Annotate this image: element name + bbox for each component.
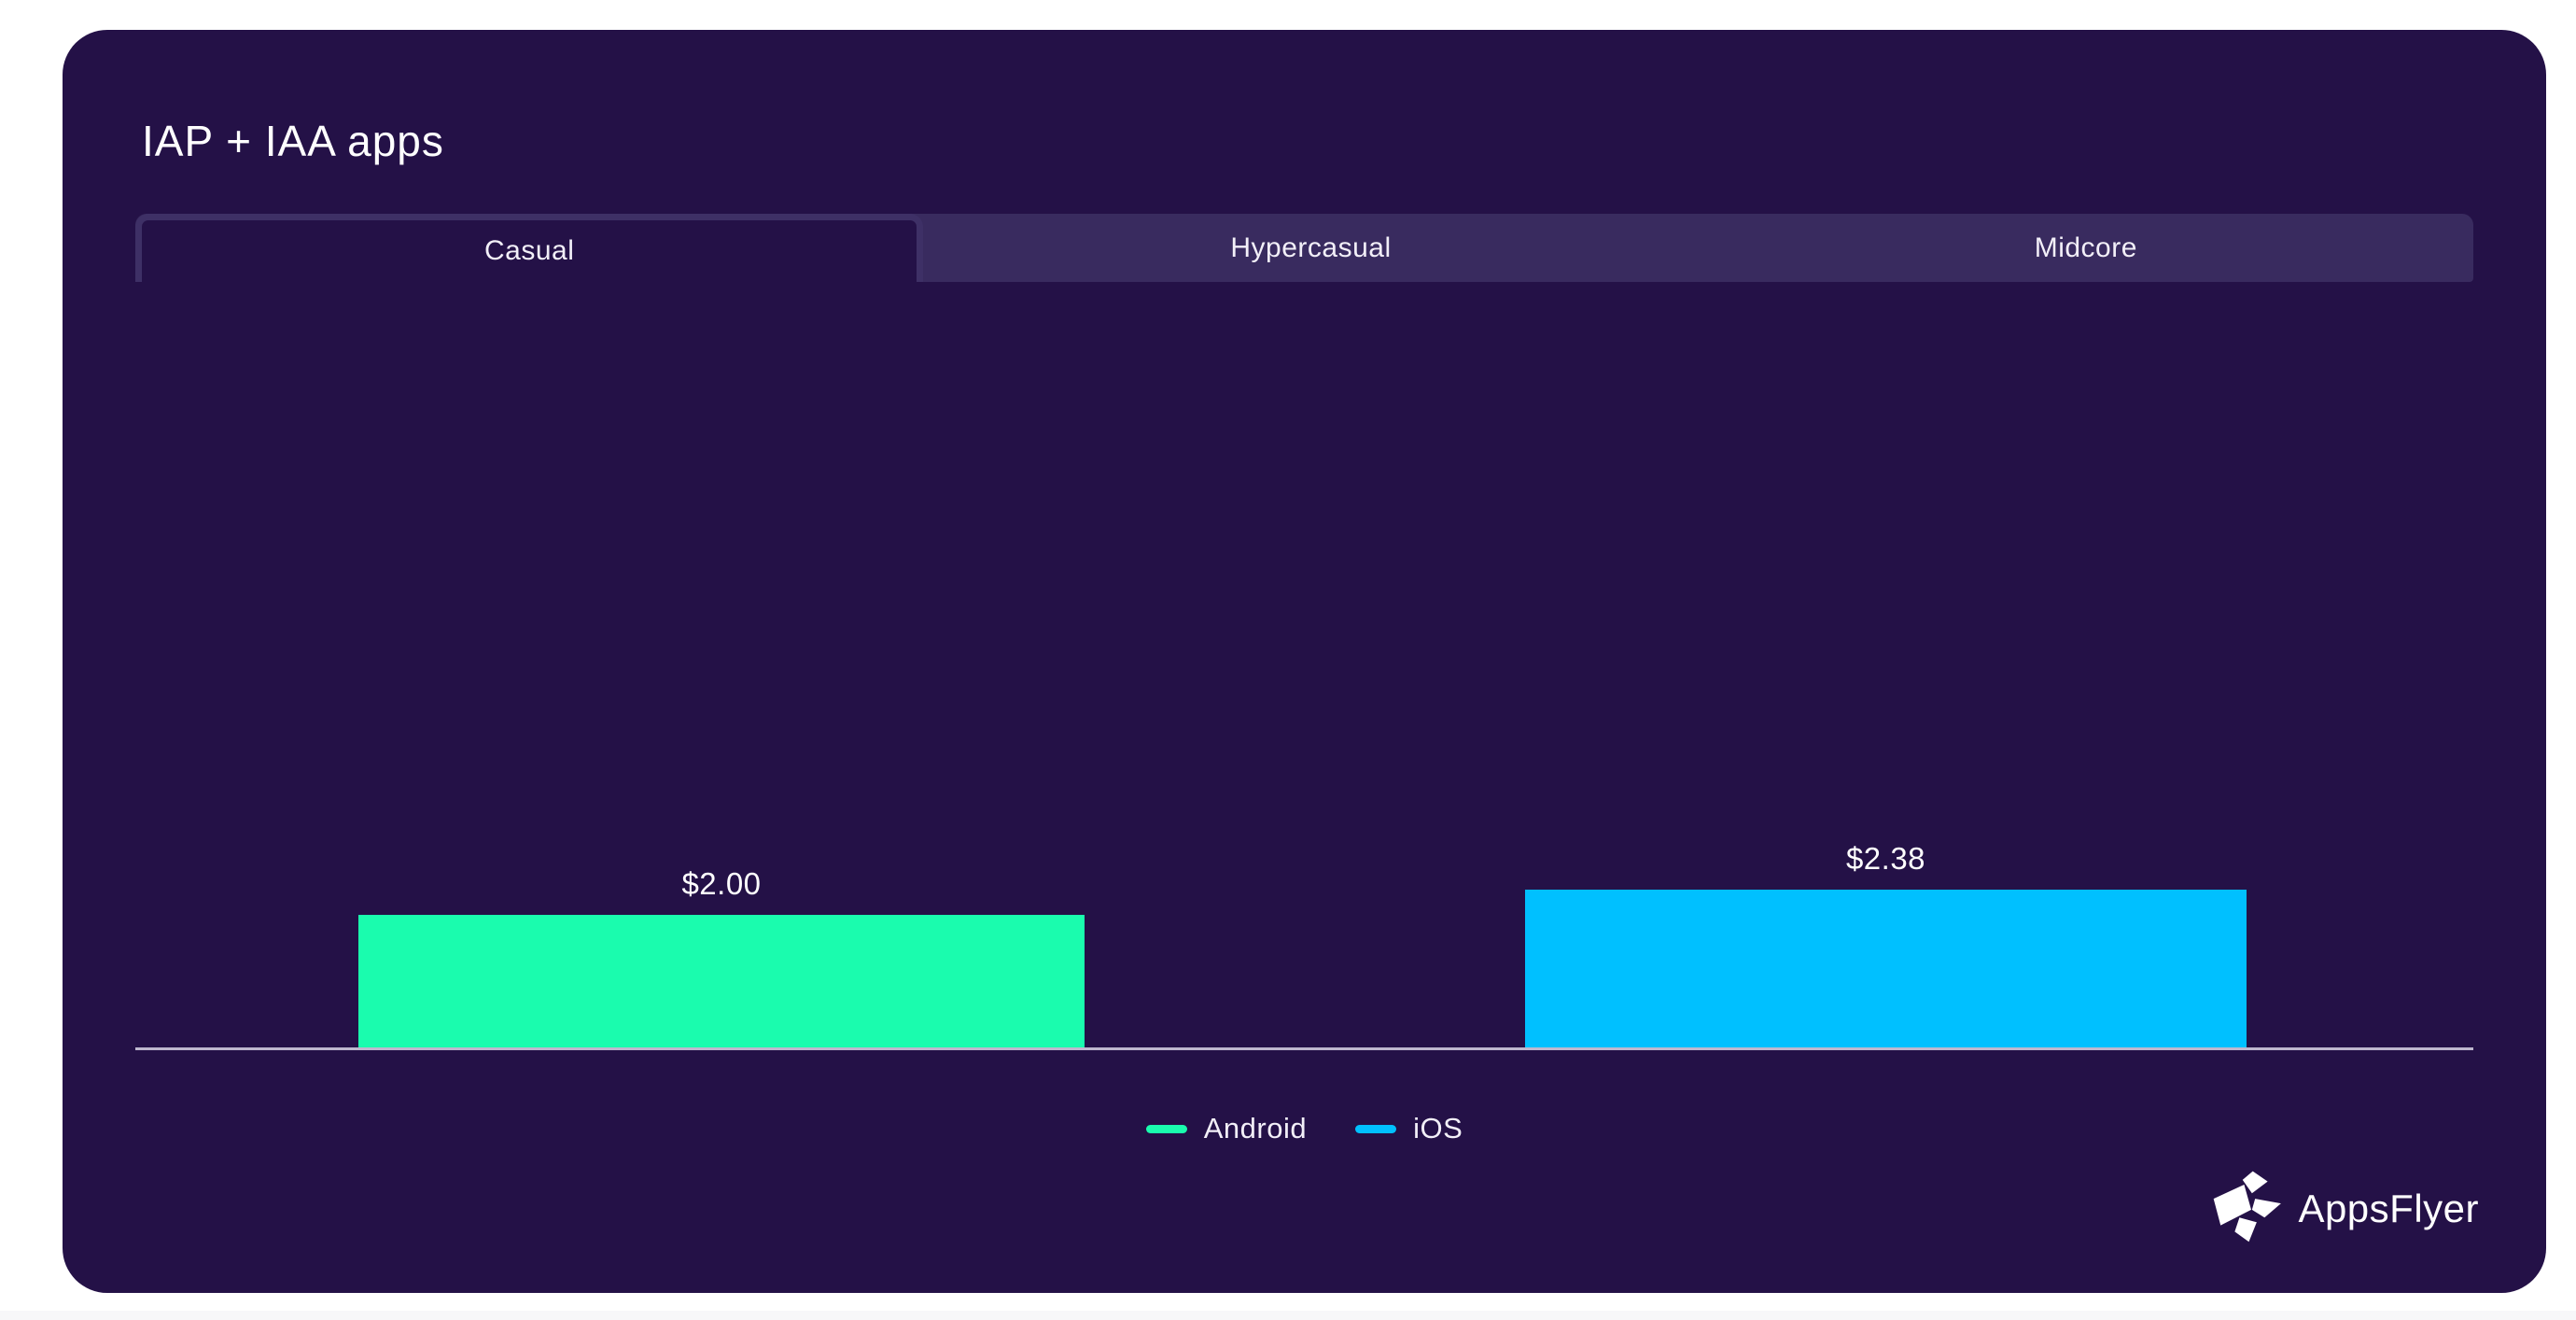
legend-label-android: Android — [1203, 1112, 1308, 1144]
tab-casual-label: Casual — [483, 235, 575, 266]
page-title: IAP + IAA apps — [142, 117, 444, 165]
bar-value-ios: $2.38 — [1845, 841, 1926, 876]
legend: Android iOS — [135, 1108, 2473, 1149]
bar-android[interactable] — [358, 915, 1085, 1047]
legend-item-android[interactable]: Android — [1145, 1112, 1308, 1145]
bar-group-android: $2.00 — [358, 866, 1085, 1047]
tab-midcore-label: Midcore — [2034, 232, 2137, 263]
tab-hypercasual[interactable]: Hypercasual — [923, 214, 1698, 282]
ios-swatch-icon — [1355, 1124, 1397, 1133]
appsflyer-logo: AppsFlyer — [2212, 1170, 2479, 1248]
tab-bar: Casual Hypercasual Midcore — [135, 214, 2473, 282]
bar-ios[interactable] — [1525, 890, 2247, 1047]
appsflyer-wordmark: AppsFlyer — [2298, 1187, 2479, 1230]
bar-chart: $2.00 $2.38 — [135, 282, 2473, 1050]
tab-midcore[interactable]: Midcore — [1699, 214, 2473, 282]
legend-item-ios[interactable]: iOS — [1355, 1112, 1463, 1145]
tab-hypercasual-label: Hypercasual — [1230, 232, 1392, 263]
bar-value-android: $2.00 — [681, 866, 762, 901]
dashboard-card: IAP + IAA apps Casual Hypercasual Midcor… — [63, 30, 2546, 1293]
page-bottom-strip — [0, 1311, 2576, 1320]
tab-casual[interactable]: Casual — [135, 214, 924, 282]
android-swatch-icon — [1145, 1124, 1187, 1133]
appsflyer-mark-icon — [2214, 1171, 2282, 1243]
bar-group-ios: $2.38 — [1525, 841, 2247, 1047]
legend-label-ios: iOS — [1413, 1112, 1463, 1144]
